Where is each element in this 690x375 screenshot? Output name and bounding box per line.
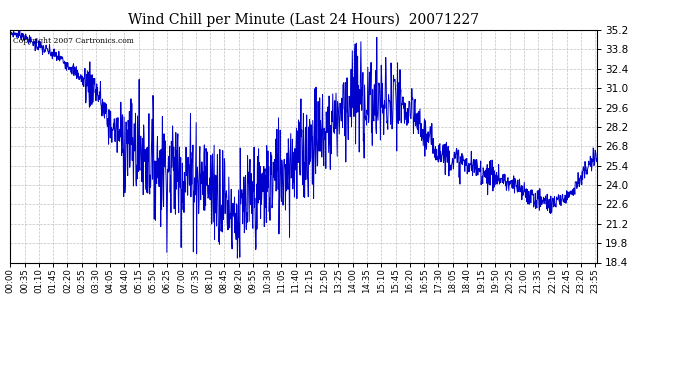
Text: Copyright 2007 Cartronics.com: Copyright 2007 Cartronics.com <box>13 37 134 45</box>
Title: Wind Chill per Minute (Last 24 Hours)  20071227: Wind Chill per Minute (Last 24 Hours) 20… <box>128 13 479 27</box>
